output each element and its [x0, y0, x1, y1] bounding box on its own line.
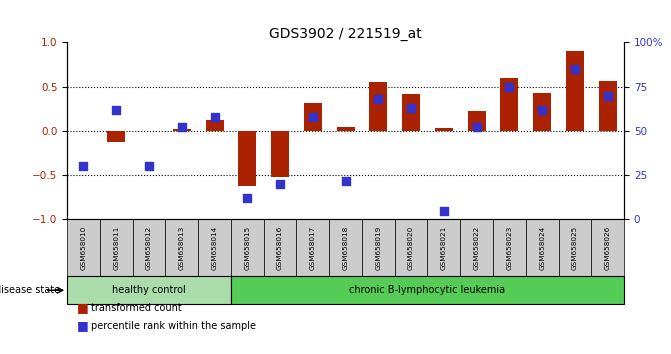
- Point: [406, 105, 417, 111]
- Bar: [362, 219, 395, 276]
- Point: [537, 107, 548, 113]
- Bar: [165, 219, 198, 276]
- Bar: [297, 219, 329, 276]
- Bar: [231, 276, 624, 304]
- Bar: [427, 219, 460, 276]
- Text: GSM658017: GSM658017: [310, 226, 316, 270]
- Bar: [198, 219, 231, 276]
- Point: [438, 208, 449, 213]
- Text: GSM658020: GSM658020: [408, 226, 414, 270]
- Point: [78, 164, 89, 169]
- Bar: [402, 94, 420, 131]
- Bar: [468, 111, 486, 131]
- Bar: [337, 127, 354, 131]
- Text: percentile rank within the sample: percentile rank within the sample: [91, 321, 256, 331]
- Bar: [329, 219, 362, 276]
- Point: [603, 93, 613, 98]
- Bar: [271, 131, 289, 177]
- Point: [504, 84, 515, 90]
- Point: [209, 114, 220, 120]
- Text: GSM658014: GSM658014: [211, 226, 217, 270]
- Bar: [107, 131, 125, 143]
- Point: [471, 125, 482, 130]
- Text: GSM658013: GSM658013: [178, 226, 185, 270]
- Bar: [395, 219, 427, 276]
- Text: transformed count: transformed count: [91, 303, 181, 313]
- Bar: [172, 129, 191, 131]
- Text: disease state: disease state: [0, 285, 60, 295]
- Text: GSM658021: GSM658021: [441, 226, 447, 270]
- Bar: [100, 219, 133, 276]
- Text: ■: ■: [77, 302, 89, 314]
- Bar: [599, 81, 617, 131]
- Bar: [67, 219, 100, 276]
- Point: [176, 125, 187, 130]
- Bar: [67, 276, 231, 304]
- Point: [373, 96, 384, 102]
- Text: GSM658011: GSM658011: [113, 226, 119, 270]
- Text: GSM658024: GSM658024: [539, 226, 545, 270]
- Text: GSM658025: GSM658025: [572, 226, 578, 270]
- Bar: [231, 219, 264, 276]
- Text: GSM658026: GSM658026: [605, 226, 611, 270]
- Bar: [558, 219, 591, 276]
- Bar: [591, 219, 624, 276]
- Bar: [133, 219, 165, 276]
- Bar: [533, 93, 551, 131]
- Text: ■: ■: [77, 319, 89, 332]
- Point: [274, 181, 285, 187]
- Point: [111, 107, 121, 113]
- Bar: [460, 219, 493, 276]
- Bar: [526, 219, 558, 276]
- Bar: [304, 103, 322, 131]
- Bar: [205, 120, 223, 131]
- Point: [242, 195, 253, 201]
- Bar: [493, 219, 526, 276]
- Text: chronic B-lymphocytic leukemia: chronic B-lymphocytic leukemia: [350, 285, 505, 295]
- Text: GSM658010: GSM658010: [81, 226, 87, 270]
- Bar: [435, 129, 453, 131]
- Bar: [238, 131, 256, 186]
- Bar: [369, 82, 387, 131]
- Point: [570, 66, 580, 72]
- Point: [340, 178, 351, 183]
- Bar: [501, 78, 519, 131]
- Text: GSM658016: GSM658016: [277, 226, 283, 270]
- Text: GSM658019: GSM658019: [375, 226, 381, 270]
- Text: GSM658018: GSM658018: [343, 226, 348, 270]
- Title: GDS3902 / 221519_at: GDS3902 / 221519_at: [269, 28, 422, 41]
- Bar: [264, 219, 297, 276]
- Bar: [566, 51, 584, 131]
- Text: GSM658022: GSM658022: [474, 226, 480, 270]
- Text: GSM658012: GSM658012: [146, 226, 152, 270]
- Text: healthy control: healthy control: [112, 285, 186, 295]
- Text: GSM658015: GSM658015: [244, 226, 250, 270]
- Point: [307, 114, 318, 120]
- Text: GSM658023: GSM658023: [507, 226, 513, 270]
- Point: [144, 164, 154, 169]
